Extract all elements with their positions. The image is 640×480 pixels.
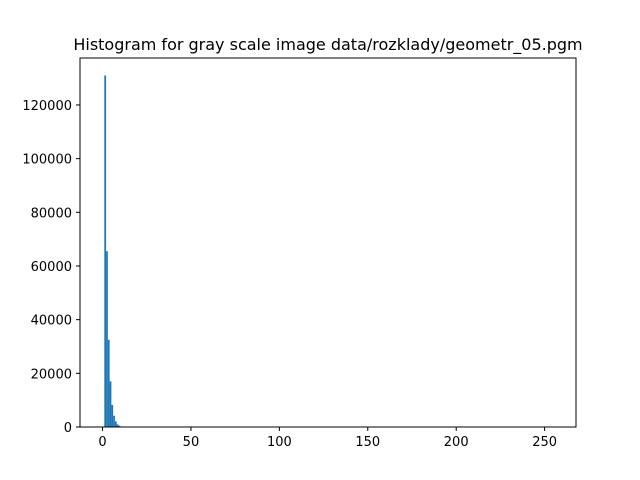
histogram-bar: [118, 425, 121, 427]
histogram-bar: [114, 421, 117, 427]
y-tick-label: 100000: [22, 153, 72, 168]
x-tick-label: 150: [355, 435, 380, 450]
y-axis: 0 20000 40000 60000 80000 100000 120000: [22, 99, 80, 436]
x-tick-label: 0: [98, 435, 106, 450]
y-tick-label: 120000: [22, 99, 72, 114]
histogram-bar: [116, 424, 119, 427]
histogram-bar: [113, 415, 115, 427]
y-tick-label: 20000: [31, 367, 72, 382]
histogram-bar: [106, 251, 108, 427]
x-axis: 0 50 100 150 200 250: [98, 427, 557, 450]
x-tick-label: 50: [183, 435, 200, 450]
x-tick-label: 250: [532, 435, 557, 450]
x-tick-label: 200: [444, 435, 469, 450]
plot-frame: [79, 57, 577, 428]
y-tick-label: 80000: [31, 206, 72, 221]
y-tick-label: 40000: [31, 314, 72, 329]
bar-group: [104, 75, 124, 427]
y-tick-label: 60000: [31, 260, 72, 275]
histogram-bar: [111, 404, 114, 427]
y-tick-label: 0: [64, 421, 72, 436]
x-tick-label: 100: [267, 435, 292, 450]
histogram-bar: [109, 381, 112, 427]
histogram-bar: [107, 339, 110, 427]
histogram-bar: [104, 75, 107, 427]
chart-title: Histogram for gray scale image data/rozk…: [73, 35, 582, 55]
